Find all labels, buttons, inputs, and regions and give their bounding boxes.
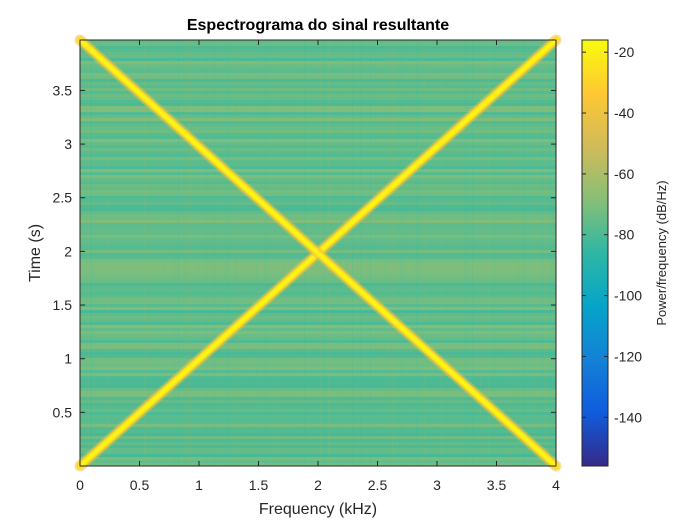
x-tick-label: 2 [314,477,322,493]
x-tick-label: 4 [552,477,560,493]
x-tick-label: 3 [433,477,441,493]
axes: 0 0.5 1 1.5 2 2.5 3 3.5 4 0.5 1 1.5 2 2.5 3 3.5 [53,39,560,493]
y-axis-label: Time (s) [27,224,44,282]
colorbar-gradient [581,39,609,467]
x-tick-label: 1 [195,477,203,493]
chart-title: Espectrograma do sinal resultante [187,17,449,34]
x-tick-label: 0 [76,477,84,493]
colorbar-tick-label: -140 [614,409,642,425]
x-tick-label: 3.5 [487,477,507,493]
colorbar: -20 -40 -60 -80 -100 -120 -140 [581,39,642,467]
y-tick-label: 2.5 [53,190,73,206]
colorbar-tick-label: -80 [614,227,634,243]
y-tick-label: 2 [64,243,72,259]
x-tick-label: 0.5 [130,477,150,493]
colorbar-tick-label: -20 [614,44,634,60]
y-tick-label: 1 [64,351,72,367]
x-tick-label: 1.5 [249,477,269,493]
y-tick-label: 1.5 [53,297,73,313]
spectrogram-texture [80,40,556,466]
colorbar-tick-label: -120 [614,348,642,364]
colorbar-label: Power/frequency (dB/Hz) [654,180,669,325]
colorbar-tick-label: -60 [614,166,634,182]
x-axis-label: Frequency (kHz) [259,501,377,518]
y-tick-label: 3 [64,136,72,152]
y-tick-label: 3.5 [53,82,73,98]
chirp-series-2 [74,34,562,472]
colorbar-tick-label: -100 [614,288,642,304]
plot-area [74,34,562,472]
y-tick-label: 0.5 [53,404,73,420]
x-tick-label: 2.5 [368,477,388,493]
colorbar-tick-label: -40 [614,105,634,121]
